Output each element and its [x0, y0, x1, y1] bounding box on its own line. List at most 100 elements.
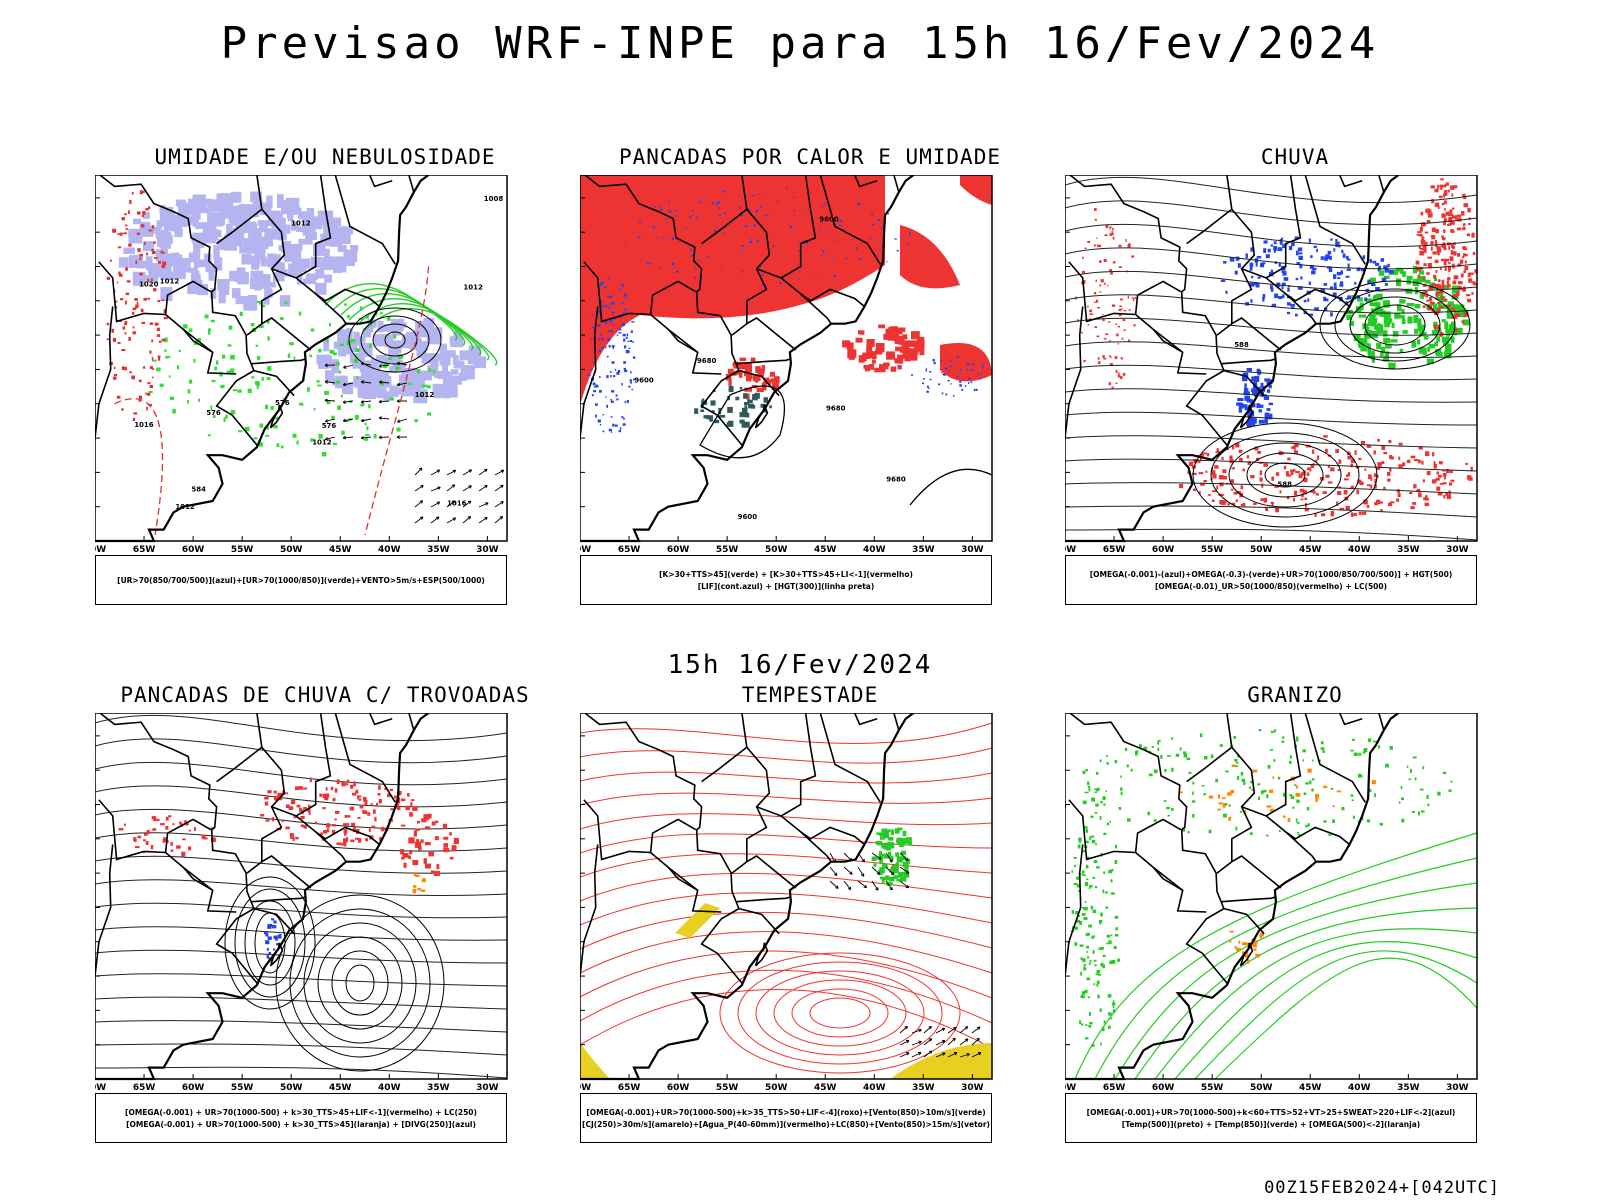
rain-red-area: [1336, 501, 1339, 506]
hgt500-streamline: [1065, 247, 1478, 270]
rain-red-area: [1115, 369, 1118, 373]
rain-red-area: [1470, 466, 1473, 472]
rain-red-area: [1435, 270, 1438, 273]
coastline: [580, 175, 915, 543]
rain-red-area: [1426, 272, 1430, 275]
omega-blue-area: [1287, 302, 1291, 306]
lif-contour: [626, 400, 629, 404]
humidity-low-contour: [364, 422, 367, 426]
wind850-vector: [935, 1040, 946, 1046]
lif-contour: [761, 274, 764, 276]
wind850-green-area: [873, 863, 877, 867]
thunderstorm-red-area: [162, 839, 166, 843]
rain-red-area: [1211, 499, 1215, 503]
lif-contour: [605, 396, 607, 398]
temp850-contour: [1085, 933, 1090, 936]
thunderstorm-red-area: [349, 806, 355, 811]
temp850-contour: [1105, 755, 1109, 757]
thunderstorm-red-area: [211, 837, 216, 843]
wind-vector-head: [435, 516, 440, 520]
omega-blue-area: [1329, 255, 1332, 260]
lif-contour: [599, 390, 602, 393]
lon-label: 65W: [618, 1083, 641, 1093]
omega-blue-area: [1220, 279, 1226, 283]
omega-blue-area: [1312, 267, 1317, 271]
rain-red-area: [1263, 463, 1268, 467]
rain-red-area: [1433, 463, 1437, 469]
convection-green-area: [751, 405, 756, 409]
rain-red-area: [1115, 323, 1118, 325]
temp850-contour: [1210, 754, 1214, 759]
lif-contour: [949, 359, 951, 361]
rain-red-area: [1388, 440, 1392, 443]
temp850-contour: [1089, 884, 1093, 888]
temp850-contour: [1108, 1025, 1111, 1029]
lif-contour: [624, 369, 628, 373]
humidity-low-contour: [148, 390, 153, 394]
lon-label: 30W: [961, 545, 984, 555]
temp850-contour: [1419, 788, 1424, 791]
wind-vector-head: [485, 502, 489, 506]
omega-green-area: [1394, 312, 1401, 319]
humidity-low-contour: [324, 391, 329, 395]
wind-vector: [414, 500, 423, 508]
wind850-vector: [911, 1029, 922, 1034]
thickness-contour-576: [117, 246, 122, 249]
wind-vector: [446, 469, 457, 476]
omega-green-area: [1373, 294, 1379, 298]
temp850-contour: [1106, 934, 1110, 938]
omega-blue-area: [1255, 283, 1260, 288]
rain-red-area: [1381, 461, 1385, 465]
humidity-high-fill: [214, 230, 222, 238]
thunderstorm-red-area: [160, 823, 165, 826]
country-state-border: [1186, 208, 1233, 245]
humidity-high-fill: [349, 354, 357, 364]
lif-contour: [607, 338, 611, 342]
temp850-contour: [1087, 785, 1090, 788]
rain-red-area: [1322, 491, 1327, 494]
thunderstorm-red-area: [292, 837, 295, 841]
legend-line-1: [OMEGA(-0.001) + UR>70(1000-500) + k>30_…: [125, 1107, 477, 1117]
lif-contour: [618, 332, 622, 334]
thunderstorm-red-area: [188, 829, 191, 832]
wind850-vector: [871, 880, 879, 891]
lif-contour: [639, 220, 641, 223]
humidity-low-contour: [292, 433, 297, 438]
omega-green-area: [1451, 285, 1460, 294]
thunderstorm-red-area: [413, 830, 417, 837]
thunderstorm-red-area: [350, 784, 354, 789]
rain-red-area: [1230, 488, 1234, 491]
rain-red-area: [1462, 256, 1465, 259]
country-state-border: [580, 844, 599, 982]
rain-red-area: [1417, 231, 1422, 234]
temp850-contour: [1182, 751, 1187, 754]
panel-title: PANCADAS DE CHUVA C/ TROVOADAS: [120, 683, 530, 707]
lif-contour: [668, 210, 672, 213]
omega-blue-area: [1274, 293, 1279, 299]
temp850-contour: [1106, 762, 1109, 765]
lif-contour: [611, 345, 615, 348]
temp850-contour: [1134, 907, 1478, 1080]
wind-vector: [361, 418, 372, 422]
humidity-high-fill: [353, 331, 360, 346]
humidity-low-contour: [379, 312, 383, 315]
rain-red-area: [1263, 498, 1267, 503]
wind-vector-head: [360, 380, 365, 384]
rain-red-area: [1472, 283, 1478, 286]
rain-red-area: [1121, 308, 1123, 310]
omega-green-area: [1435, 296, 1442, 300]
rain-red-area: [1439, 482, 1444, 485]
wind-vector: [462, 500, 472, 508]
thunderstorm-red-area: [325, 787, 328, 791]
panel-tempestade: TEMPESTADE 12S15S18S21S24S27S30S33S36S39…: [580, 683, 1040, 1163]
wind-vector-head: [467, 500, 472, 504]
humidity-low-contour: [299, 402, 304, 406]
thunderstorm-red-area: [381, 826, 384, 832]
lif-contour: [662, 236, 664, 239]
wind-vector: [430, 501, 440, 508]
thickness-contour-576: [139, 190, 143, 195]
lif-contour: [610, 399, 612, 401]
country-state-border: [368, 175, 393, 188]
water-contour: [580, 853, 993, 878]
humidity-low-contour: [386, 316, 391, 321]
